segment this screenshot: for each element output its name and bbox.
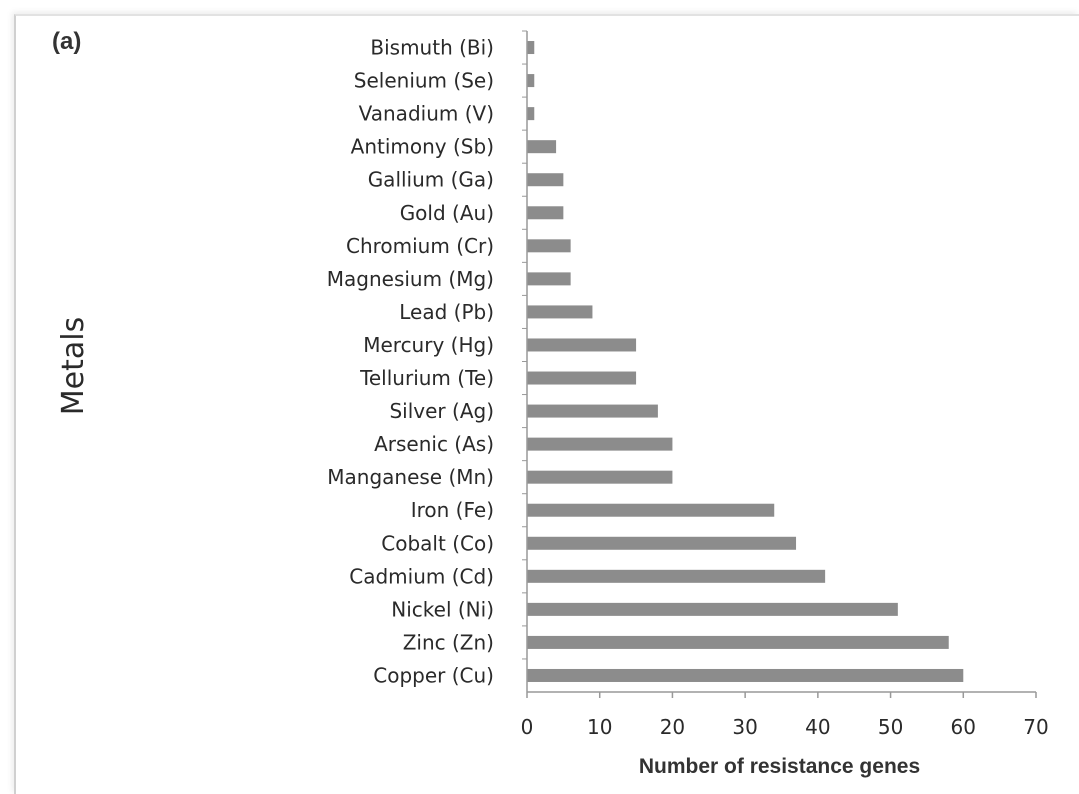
bar xyxy=(527,206,564,220)
x-axis-title: Number of resistance genes xyxy=(639,755,920,778)
category-label: Gallium (Ga) xyxy=(368,168,494,192)
category-label: Manganese (Mn) xyxy=(327,465,494,489)
x-tick-label: 20 xyxy=(660,715,685,739)
bar xyxy=(527,437,673,451)
bar xyxy=(527,305,593,319)
x-tick-label: 40 xyxy=(805,715,830,739)
bar xyxy=(527,74,535,88)
bar xyxy=(527,338,637,352)
category-label: Gold (Au) xyxy=(400,201,494,225)
bar xyxy=(527,371,637,385)
bar xyxy=(527,569,826,583)
bar xyxy=(527,635,949,649)
category-label: Bismuth (Bi) xyxy=(370,36,494,60)
bar xyxy=(527,272,571,286)
category-label: Copper (Cu) xyxy=(373,663,494,687)
category-label: Selenium (Se) xyxy=(354,69,494,93)
panel-label: (a) xyxy=(52,28,82,55)
x-tick-label: 30 xyxy=(732,715,757,739)
category-label: Lead (Pb) xyxy=(399,300,494,324)
bar xyxy=(527,503,775,517)
y-axis-title: Metals xyxy=(56,317,91,415)
category-label: Mercury (Hg) xyxy=(363,333,494,357)
bar xyxy=(527,602,898,616)
x-tick-label: 0 xyxy=(521,715,534,739)
x-tick-label: 10 xyxy=(587,715,612,739)
bar xyxy=(527,470,673,484)
x-tick-label: 60 xyxy=(951,715,976,739)
bar xyxy=(527,140,557,154)
category-label: Chromium (Cr) xyxy=(346,234,494,258)
bar xyxy=(527,668,964,682)
category-label: Silver (Ag) xyxy=(389,399,494,423)
category-label: Tellurium (Te) xyxy=(359,366,494,390)
category-label: Iron (Fe) xyxy=(411,498,494,522)
axes xyxy=(526,31,1036,693)
category-label: Nickel (Ni) xyxy=(391,597,494,621)
category-labels: Bismuth (Bi) Selenium (Se) Vanadium (V) Ant… xyxy=(327,36,494,688)
bar xyxy=(527,41,535,55)
category-label: Arsenic (As) xyxy=(374,432,494,456)
category-label: Vanadium (V) xyxy=(359,102,494,126)
category-label: Antimony (Sb) xyxy=(351,135,494,159)
bars-layer xyxy=(527,41,964,682)
bar xyxy=(527,173,564,187)
bar xyxy=(527,536,797,550)
category-label: Magnesium (Mg) xyxy=(327,267,494,291)
x-ticks: 0 10 20 30 40 50 60 70 xyxy=(521,30,1049,739)
bar xyxy=(527,404,658,418)
bar xyxy=(527,107,535,121)
x-tick-label: 70 xyxy=(1023,715,1048,739)
bar xyxy=(527,239,571,253)
category-label: Cobalt (Co) xyxy=(381,531,494,555)
x-tick-label: 50 xyxy=(878,715,903,739)
category-label: Zinc (Zn) xyxy=(403,630,494,654)
category-label: Cadmium (Cd) xyxy=(349,564,494,588)
